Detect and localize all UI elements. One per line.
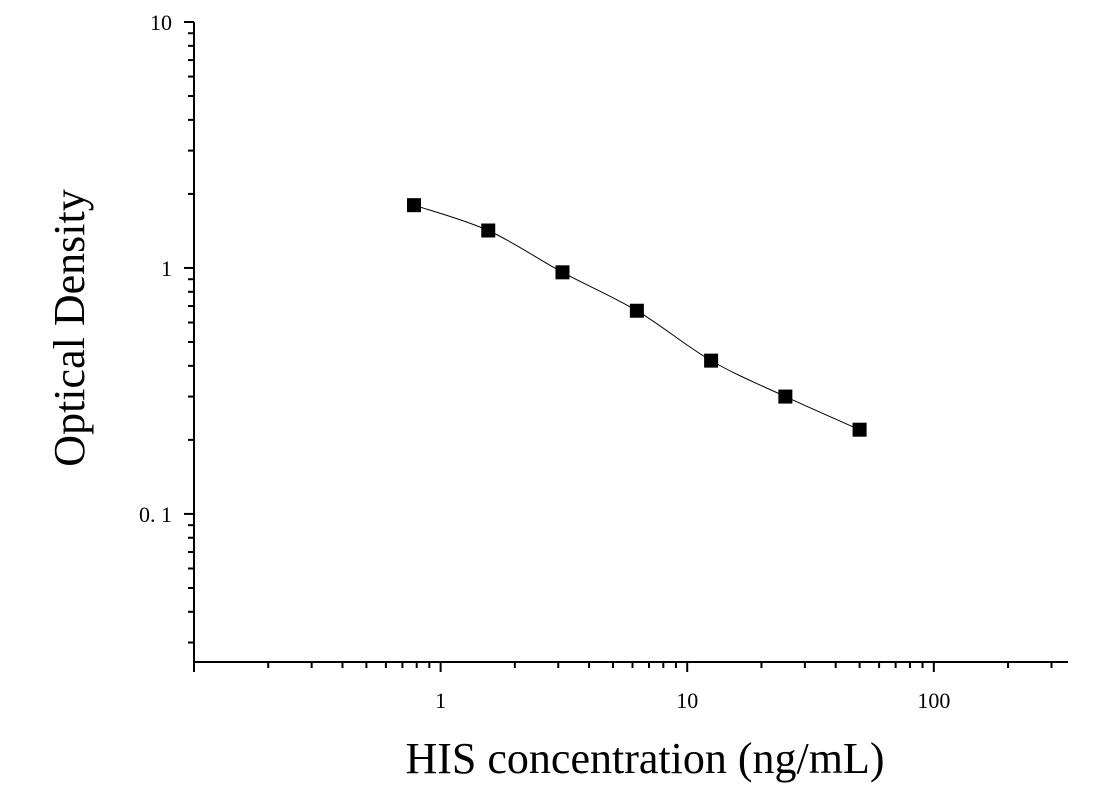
data-point-marker xyxy=(704,353,719,368)
x-axis-title: HIS concentration (ng/mL) xyxy=(406,734,885,783)
y-axis-title: Optical Density xyxy=(45,189,94,466)
y-tick-label: 0. 1 xyxy=(139,502,172,527)
data-points xyxy=(406,198,867,437)
data-point-marker xyxy=(481,223,496,238)
x-tick-label: 10 xyxy=(676,688,698,713)
y-tick-label: 10 xyxy=(150,10,172,35)
x-tick-label: 100 xyxy=(917,688,950,713)
x-tick-label: 1 xyxy=(435,688,446,713)
data-point-marker xyxy=(629,303,644,318)
data-point-marker xyxy=(555,265,570,280)
data-point-marker xyxy=(778,389,793,404)
axes: 1 10 100 10 1 0. 1 xyxy=(139,10,1068,713)
data-point-marker xyxy=(852,422,867,437)
y-tick-label: 1 xyxy=(161,256,172,281)
data-point-marker xyxy=(406,198,421,213)
